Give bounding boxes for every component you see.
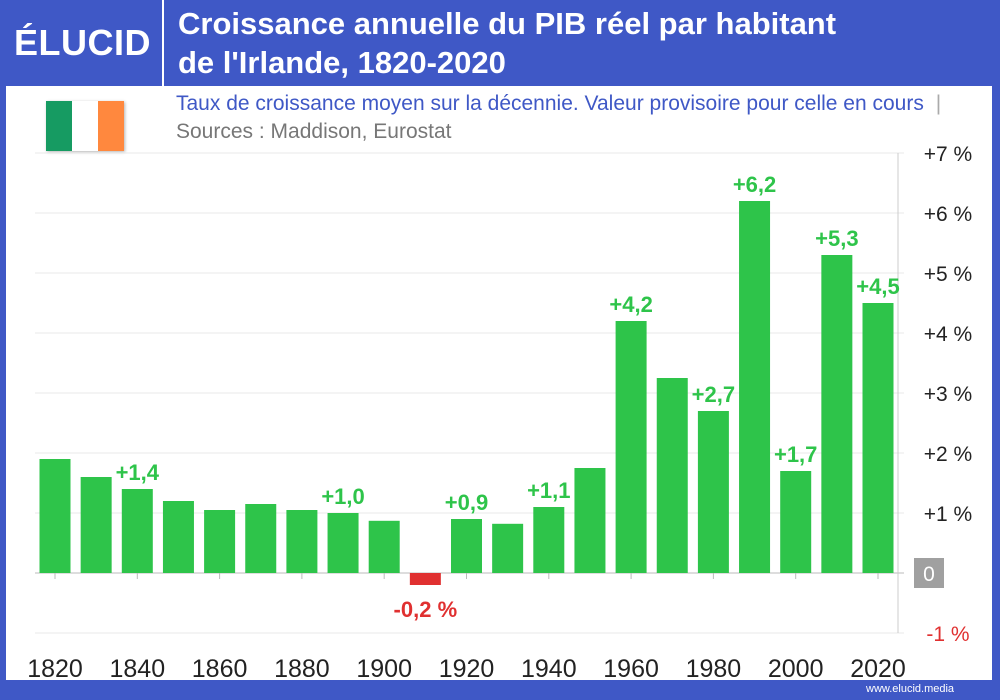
ireland-flag-icon [46, 101, 124, 151]
zero-badge [914, 558, 944, 588]
x-tick-label: 2020 [850, 655, 906, 683]
flag-stripe-green [46, 101, 72, 151]
bar-1970 [656, 378, 688, 573]
y-tick-label: +2 % [924, 443, 972, 466]
x-tick-label: 1920 [439, 655, 495, 683]
data-label: +4,5 [856, 274, 899, 299]
elucid-logo: ÉLUCID [14, 22, 151, 63]
bar-1860 [204, 510, 236, 573]
bar-1950 [574, 468, 606, 573]
bar-1840 [121, 489, 153, 573]
y-tick-label: -1 % [926, 623, 969, 646]
title-line-2: de l'Irlande, 1820-2020 [178, 45, 506, 80]
data-label: +0,9 [445, 490, 488, 515]
bar-1910 [409, 573, 441, 585]
data-label: +1,7 [774, 442, 817, 467]
x-tick-label: 1980 [686, 655, 742, 683]
x-tick-label: 1840 [109, 655, 165, 683]
subtitle-separator: | [935, 92, 942, 115]
y-tick-label: +6 % [924, 203, 972, 226]
bar-1960 [615, 321, 647, 573]
y-tick-label: 0 [923, 563, 935, 586]
chart-title: Croissance annuelle du PIB réel par habi… [178, 4, 836, 82]
flag-stripe-white [72, 101, 98, 151]
data-label: +1,4 [116, 460, 160, 485]
y-tick-label: +1 % [924, 503, 972, 526]
bar-1980 [697, 411, 729, 573]
bar-1870 [245, 504, 277, 573]
y-tick-label: +5 % [924, 263, 972, 286]
x-tick-label: 1860 [192, 655, 248, 683]
y-tick-label: +3 % [924, 383, 972, 406]
bar-1890 [327, 513, 359, 573]
subtitle-text: Taux de croissance moyen sur la décennie… [176, 92, 924, 115]
bar-1930 [492, 523, 524, 573]
data-label: +1,1 [527, 478, 570, 503]
flag-stripe-orange [98, 101, 124, 151]
data-label: +6,2 [733, 172, 776, 197]
x-tick-label: 1880 [274, 655, 330, 683]
data-label: +5,3 [815, 226, 858, 251]
bar-1880 [286, 510, 318, 573]
title-line-1: Croissance annuelle du PIB réel par habi… [178, 6, 837, 41]
bar-1920 [451, 519, 482, 573]
bar-2020 [862, 303, 894, 573]
bar-1900 [368, 520, 400, 573]
subtitle-sources: Sources : Maddison, Eurostat [176, 120, 452, 143]
y-tick-label: +4 % [924, 323, 972, 346]
bar-1850 [162, 501, 194, 573]
y-tick-label: +7 % [924, 143, 972, 166]
bar-2010 [821, 255, 853, 573]
bar-2000 [780, 471, 812, 573]
x-tick-label: 2000 [768, 655, 824, 683]
bar-1990 [739, 201, 771, 573]
bar-1820 [39, 459, 71, 573]
x-tick-label: 1820 [27, 655, 83, 683]
data-label: +4,2 [609, 292, 652, 317]
data-label: +1,0 [321, 484, 364, 509]
bar-1830 [80, 477, 112, 573]
footer-url[interactable]: www.elucid.media [866, 683, 955, 695]
x-tick-label: 1900 [356, 655, 412, 683]
x-tick-label: 1960 [603, 655, 659, 683]
chart-subtitle: Taux de croissance moyen sur la décennie… [176, 90, 991, 146]
x-tick-label: 1940 [521, 655, 577, 683]
data-label: -0,2 % [394, 597, 458, 622]
bar-1940 [533, 507, 565, 573]
data-label: +2,7 [692, 382, 735, 407]
header-divider [162, 0, 164, 86]
